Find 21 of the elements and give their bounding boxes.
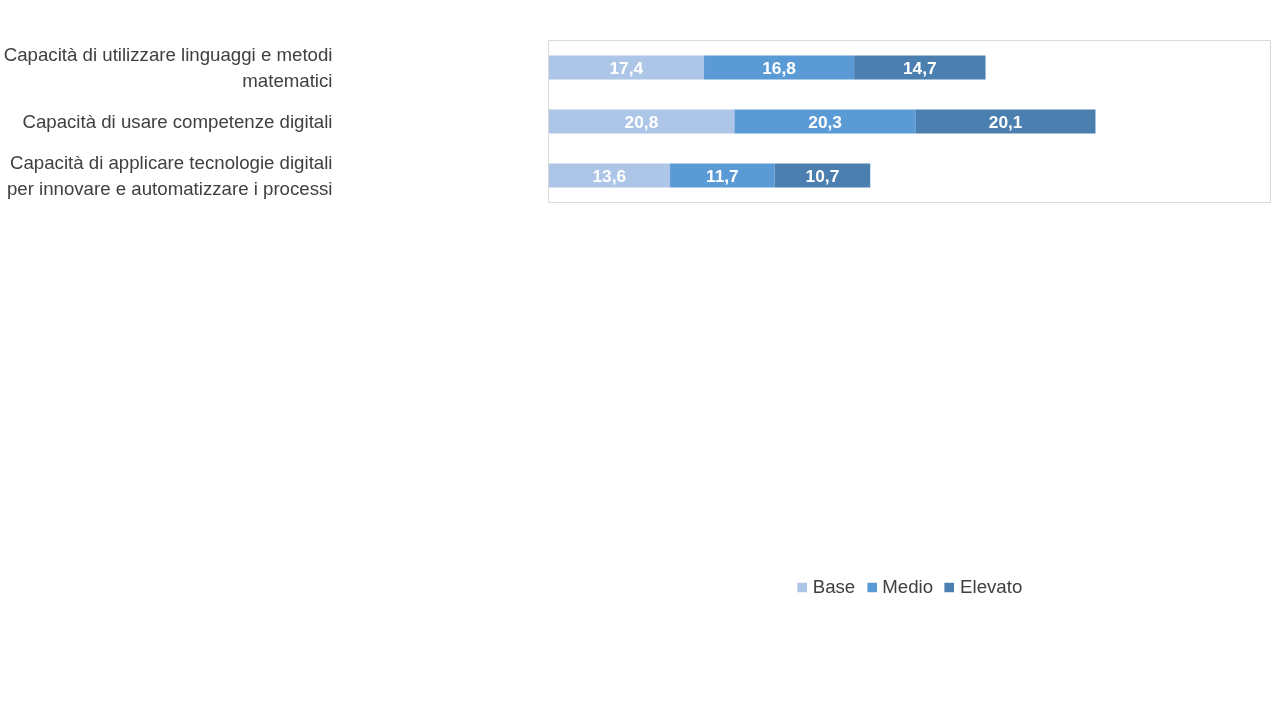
bar [734,109,916,134]
legend-label: Elevato [960,575,1023,598]
bar [854,55,986,80]
y-tick-label: Capacità di usare competenze digitali [22,111,333,132]
data-label: 11,7 [705,165,739,186]
data-label: 20,3 [808,111,843,132]
data-label: 10,7 [805,165,840,186]
data-label: 14,7 [902,57,937,78]
bar [548,109,735,134]
data-label: 20,8 [624,111,659,132]
bar [704,55,855,80]
y-tick-label: Capacità di utilizzare linguaggi e metodi matematici [3,44,333,91]
legend-label: Medio [882,575,934,598]
data-label: 16,8 [762,57,797,78]
bar [548,55,705,80]
bar [915,109,1096,134]
legend-label: Base [812,575,856,598]
y-tick-label: Capacità di applicare tecnologie digitali per innovare e automatizzare i processi [6,152,333,199]
data-label: 17,4 [609,57,644,78]
data-label: 20,1 [988,111,1023,132]
data-label: 13,6 [592,165,627,186]
